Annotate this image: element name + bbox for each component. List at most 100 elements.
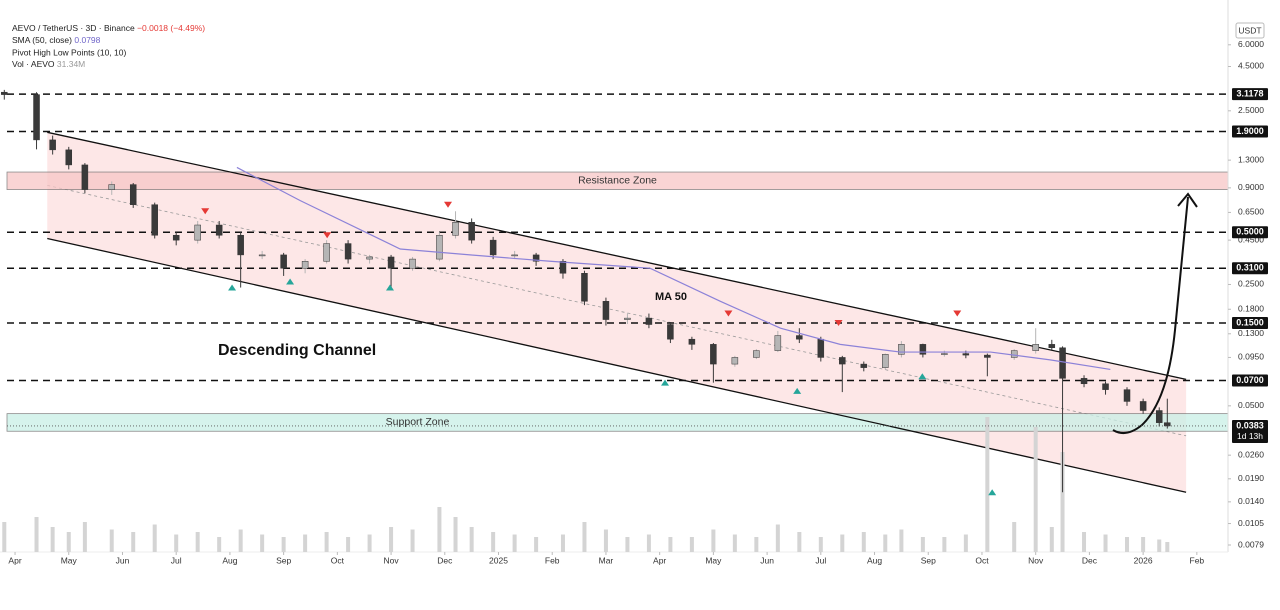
candle-body [860,363,868,368]
vol-value: 31.34M [57,59,85,69]
channel-line [47,131,1187,381]
candle-body [409,258,416,269]
last-price-box [1232,419,1268,443]
volume-bar [689,537,694,552]
sma-value: 0.0798 [74,35,100,45]
candle [581,270,588,306]
volume-bar [2,522,7,552]
candle [280,252,287,276]
pivot-high [323,232,332,239]
volume-bar [646,534,651,552]
candle [1139,398,1147,414]
candle [81,163,89,194]
candle-body [344,243,352,260]
y-tick-label: 0.0105 [1238,518,1264,528]
volume-bar [174,534,179,552]
x-tick-label: Jun [116,555,130,565]
y-tick-label: 0.4500 [1238,234,1264,244]
volume-bar [1082,532,1087,552]
level-label: 0.3100 [1236,263,1264,273]
candle-body [645,317,653,325]
y-tick-label: 0.1800 [1238,303,1264,313]
channel-label: Descending Channel [218,342,376,359]
candle-body [1123,389,1131,402]
x-tick-label: Jul [171,555,182,565]
volume-bar [195,532,200,552]
candle [452,211,459,239]
volume-bar [1165,542,1170,552]
pivot-low [661,379,670,386]
candle-body [796,335,803,340]
x-tick-label: May [61,555,78,565]
header-line: AEVO / TetherUS · 3D · Binance −0.0018 (… [12,23,205,33]
volume-bar [410,529,415,552]
volume-bar [217,537,222,552]
candle [753,349,760,360]
candle-body [1164,422,1171,427]
candle-body [387,256,395,269]
volume-bar [437,507,442,552]
candle-body [1032,344,1039,351]
candle [1059,346,1066,493]
candle-body [1,91,8,95]
volume-bar [1103,534,1108,552]
volume-bar [1012,522,1017,552]
volume-bar [238,529,243,552]
y-tick-label: 2.5000 [1238,105,1264,115]
candle-body [731,357,739,365]
last-price-label: 0.0383 [1236,420,1264,430]
countdown: 1d 13h [1237,431,1263,441]
volume-bar [985,417,990,552]
candle [489,236,497,260]
y-tick-label: 0.0500 [1238,400,1264,410]
ma-label: MA 50 [655,291,687,303]
candle-body [753,350,760,358]
level-box [1232,262,1268,275]
volume-bar [324,532,329,552]
y-tick-label: 0.2500 [1238,279,1264,289]
candle [688,336,696,350]
level-label: 0.1500 [1236,317,1264,327]
volume-bar [281,537,286,552]
volume-bar [1157,539,1162,552]
level-box [1232,316,1268,329]
candle [33,92,40,150]
volume-bar [346,537,351,552]
candle-body [817,338,825,358]
x-tick-label: Oct [975,555,989,565]
y-tick-label: 6.0000 [1238,39,1264,49]
candle-body [984,354,991,358]
volume-bar [512,534,517,552]
candle [409,256,416,271]
y-tick-label: 0.0190 [1238,473,1264,483]
volume-bar [818,537,823,552]
candle-body [258,254,266,257]
ma-line [236,166,1111,371]
candle [468,218,475,244]
x-tick-label: 2025 [489,555,508,565]
candle-body [559,261,567,274]
candle-body [710,344,717,365]
candle [1032,328,1039,354]
candle-body [280,254,287,269]
volume-bar [560,534,565,552]
volume-bar [963,534,968,552]
candle [796,328,803,344]
x-tick-label: Nov [1028,555,1044,565]
volume-bar [1033,427,1038,552]
x-tick-label: Sep [276,555,291,565]
candle-body [1010,350,1018,358]
candle-body [172,235,180,241]
candle-body [532,254,540,262]
candle-body [624,317,631,320]
candle [172,232,180,246]
candle [1,89,8,100]
pivot-low [918,373,927,380]
x-tick-label: Aug [867,555,882,565]
volume-bar [260,534,265,552]
sma-label: SMA (50, close) [12,35,72,45]
candle-body [151,204,158,236]
candle-body [1139,401,1147,411]
volume-bar [1141,537,1146,552]
y-tick-label: 0.1300 [1238,328,1264,338]
